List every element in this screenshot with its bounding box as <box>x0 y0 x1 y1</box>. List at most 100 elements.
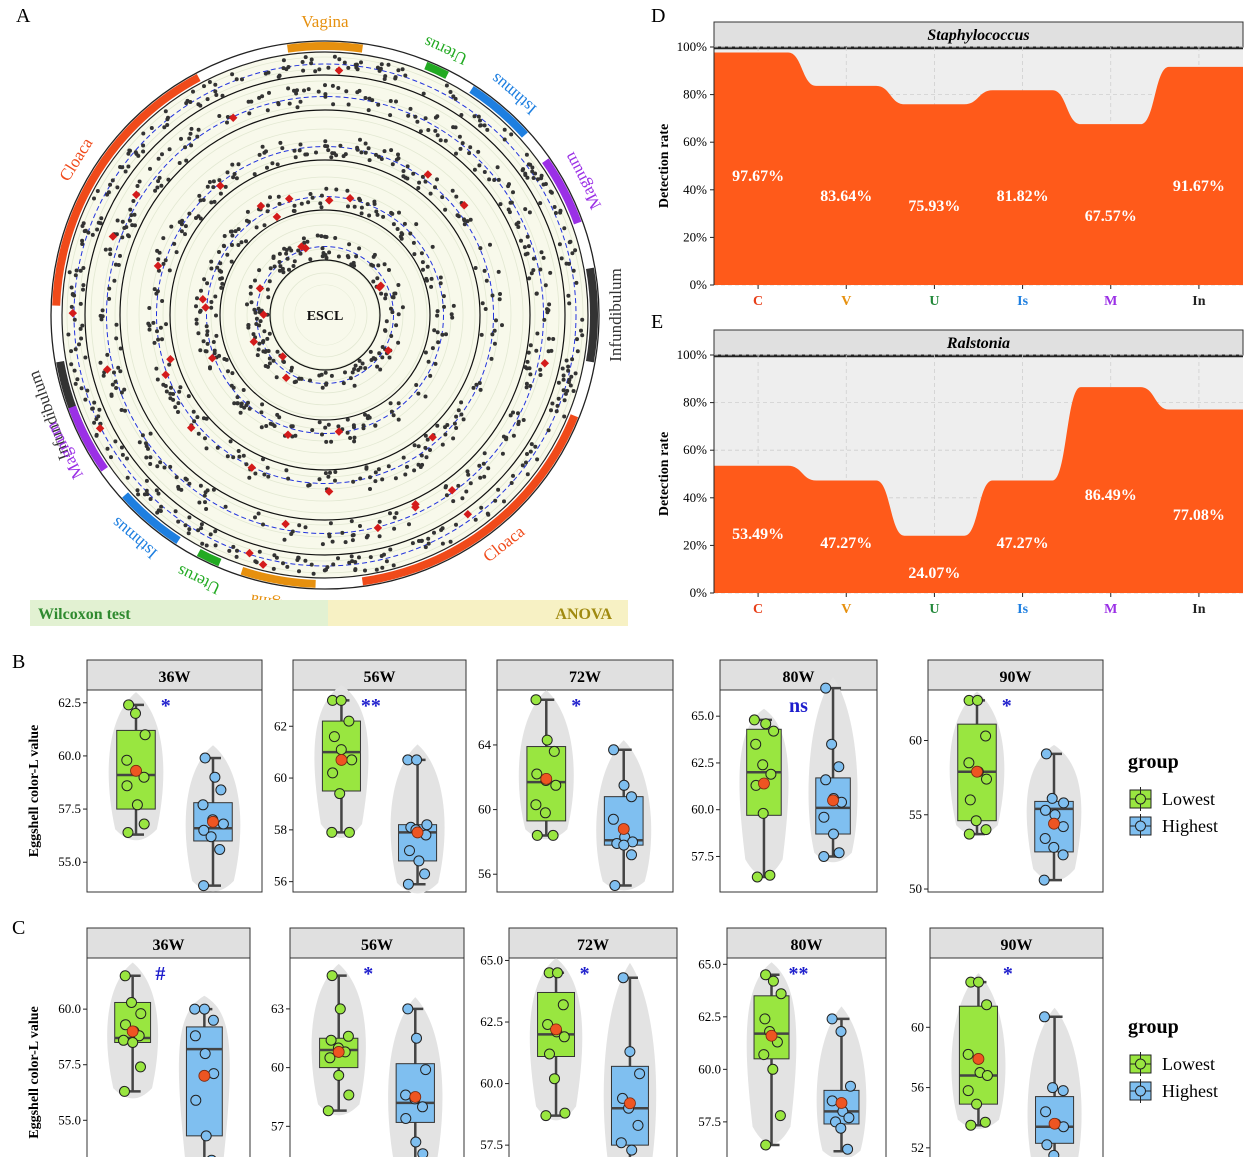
circos-gridline <box>282 272 368 358</box>
circos-point <box>530 165 535 170</box>
circos-point <box>79 336 84 341</box>
circos-point <box>176 401 181 406</box>
circos-point <box>285 564 290 569</box>
circos-point <box>381 214 386 219</box>
circos-point <box>231 544 236 549</box>
circos-marker <box>324 487 334 496</box>
circos-point <box>266 349 271 353</box>
circos-point <box>324 186 329 191</box>
point-lowest <box>343 715 355 727</box>
circos-point <box>277 201 282 206</box>
point-highest <box>1039 1011 1050 1023</box>
circos-point <box>440 541 445 546</box>
point-lowest <box>549 1073 560 1085</box>
circos-point <box>438 275 443 280</box>
circos-point <box>508 413 513 418</box>
circos-point <box>72 368 77 373</box>
circos-point <box>403 175 408 180</box>
circos-point <box>163 109 168 114</box>
circos-point <box>369 262 374 267</box>
circos-point <box>218 191 223 196</box>
strip-B-90W <box>927 659 1104 691</box>
circos-point <box>484 278 489 283</box>
circos-point <box>119 445 124 450</box>
track-midline <box>206 196 444 434</box>
circos-point <box>328 521 333 526</box>
circos-point <box>287 267 291 272</box>
circos-point <box>375 276 380 281</box>
circos-point <box>141 143 146 148</box>
circos-point <box>387 268 391 272</box>
circos-point <box>115 218 120 223</box>
point-lowest <box>760 969 772 981</box>
point-lowest <box>979 1116 991 1128</box>
segment-label-infundibulum: Infundibulum <box>606 268 625 362</box>
point-highest <box>826 1013 838 1025</box>
point-highest <box>199 1048 211 1060</box>
circos-point <box>416 444 421 449</box>
point-lowest <box>327 767 339 779</box>
circos-point <box>394 511 399 516</box>
point-highest <box>217 818 229 830</box>
circos-point <box>73 347 78 352</box>
circos-point <box>538 201 543 206</box>
circos-point <box>363 96 368 100</box>
circos-point <box>524 381 529 386</box>
circos-point <box>147 306 152 310</box>
point-highest <box>402 878 414 890</box>
circos-point <box>556 380 561 385</box>
circos-point <box>555 403 560 408</box>
y-axis-title-B: Eggshell color-L value <box>27 725 42 857</box>
circos-marker <box>132 190 141 200</box>
ytick-label-D: 20% <box>683 229 707 244</box>
circos-point <box>267 331 272 336</box>
point-highest <box>199 1003 210 1015</box>
circos-point <box>204 543 209 548</box>
circos-point <box>306 200 311 205</box>
circos-marker <box>423 170 433 179</box>
circos-point <box>566 368 571 373</box>
circos-point <box>79 386 84 391</box>
circos-point <box>259 425 264 430</box>
area-chart-ralstonia: Ralstonia 53.49% 47.27% 24.07% 47.27% 86.49% 7… <box>657 329 1244 617</box>
strip-title-E: Ralstonia <box>946 335 1010 352</box>
circos-point <box>358 198 363 203</box>
circos-point <box>453 96 458 101</box>
circos-point <box>289 532 294 536</box>
circos-point <box>395 227 400 231</box>
point-lowest <box>963 757 975 769</box>
circos-point <box>236 227 241 232</box>
point-highest <box>413 855 425 867</box>
circos-point <box>343 370 347 375</box>
circos-point <box>390 162 395 167</box>
point-highest <box>615 1137 627 1149</box>
point-lowest <box>963 828 975 840</box>
circos-point <box>429 276 434 281</box>
circos-point <box>80 323 85 328</box>
circos-point <box>301 68 306 73</box>
circos-point <box>450 188 455 193</box>
circos-point <box>253 278 257 283</box>
segment-arc-isthmus <box>122 492 181 544</box>
circos-point <box>137 440 142 445</box>
circos-point <box>428 373 433 378</box>
circos-point <box>196 127 201 132</box>
circos-point <box>231 175 236 180</box>
point-lowest <box>118 1034 129 1046</box>
circos-point <box>492 328 497 333</box>
segment-arc-magnum <box>68 405 108 472</box>
circos-point <box>319 372 324 377</box>
circos-point <box>225 252 230 257</box>
circos-point <box>468 481 473 486</box>
circos-point <box>376 263 381 268</box>
segment-label-vagina: Vagina <box>301 12 349 31</box>
point-highest <box>828 828 839 840</box>
circos-point <box>416 391 421 396</box>
circos-point <box>160 299 165 303</box>
circos-point <box>383 296 388 301</box>
circos-point <box>523 207 528 212</box>
significance-C-90W: * <box>1003 963 1013 985</box>
circos-point <box>275 349 280 354</box>
circos-point <box>459 113 464 117</box>
point-highest <box>609 880 621 891</box>
